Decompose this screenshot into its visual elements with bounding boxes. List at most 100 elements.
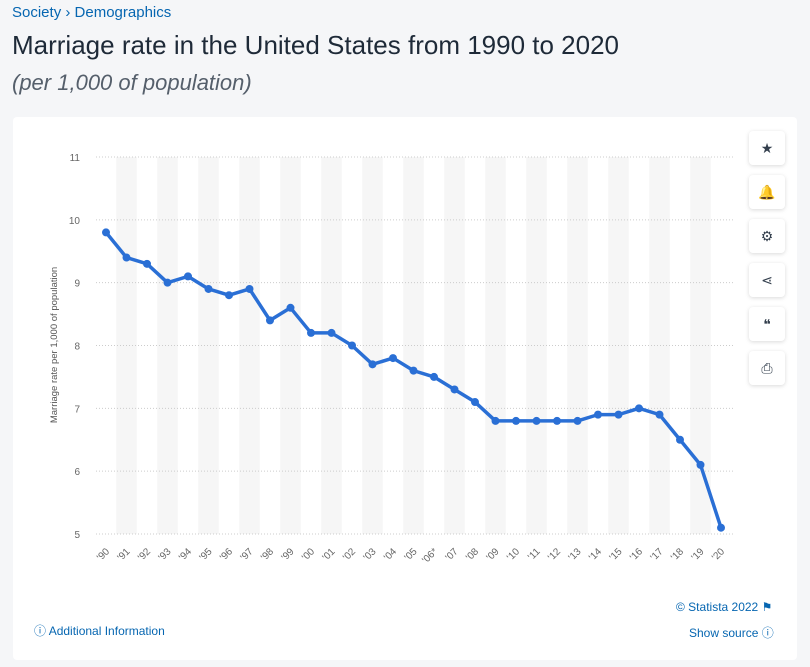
x-tick-label: '16: [628, 546, 645, 563]
data-point[interactable]: [225, 291, 233, 300]
x-tick-label: '97: [239, 546, 256, 563]
data-point[interactable]: [471, 398, 479, 407]
data-point[interactable]: [655, 410, 664, 419]
bell-button[interactable]: 🔔: [749, 175, 785, 209]
x-tick-label: '94: [177, 546, 194, 563]
data-point[interactable]: [696, 460, 705, 469]
data-point[interactable]: [553, 416, 561, 425]
y-tick-label: 7: [74, 404, 80, 415]
data-point[interactable]: [409, 366, 418, 375]
data-point[interactable]: [286, 303, 295, 312]
band: [444, 157, 465, 534]
x-tick-label: '05: [403, 546, 420, 563]
band: [649, 157, 670, 534]
x-tick-label: '13: [567, 546, 584, 563]
gear-icon: ⚙: [760, 227, 774, 244]
data-point[interactable]: [102, 228, 110, 237]
copyright-text: © Statista 2022: [676, 600, 759, 614]
data-point[interactable]: [163, 278, 172, 287]
breadcrumb: Society › Demographics: [12, 4, 171, 21]
x-tick-label: '11: [526, 546, 543, 563]
data-point[interactable]: [307, 328, 315, 337]
data-point[interactable]: [122, 253, 131, 262]
y-tick-label: 6: [74, 467, 80, 478]
data-point[interactable]: [614, 410, 623, 419]
y-tick-label: 9: [74, 279, 80, 290]
x-tick-label: '19: [690, 546, 707, 563]
data-point[interactable]: [594, 410, 602, 419]
print-button[interactable]: ⎙: [749, 351, 785, 385]
band: [280, 157, 301, 534]
gear-button[interactable]: ⚙: [749, 219, 785, 253]
data-point[interactable]: [143, 259, 151, 268]
x-tick-label: '04: [382, 546, 399, 563]
breadcrumb-separator: ›: [65, 4, 71, 21]
x-tick-label: '08: [464, 546, 481, 563]
x-tick-label: '10: [505, 546, 522, 563]
y-tick-label: 10: [69, 216, 81, 227]
band: [198, 157, 219, 534]
x-tick-label: '91: [116, 546, 133, 563]
data-point[interactable]: [266, 316, 274, 325]
share-button[interactable]: ⋖: [749, 263, 785, 297]
data-point[interactable]: [717, 523, 725, 532]
x-tick-label: '02: [341, 546, 358, 563]
breadcrumb-demographics[interactable]: Demographics: [74, 4, 172, 21]
show-source-text: Show source: [689, 626, 759, 640]
band: [321, 157, 342, 534]
x-tick-label: '01: [321, 546, 338, 563]
y-axis-title: Marriage rate per 1,000 of population: [49, 267, 60, 423]
band: [157, 157, 178, 534]
copyright[interactable]: © Statista 2022 ⚑: [676, 600, 773, 614]
data-point[interactable]: [184, 272, 192, 281]
x-tick-label: '09: [485, 546, 502, 563]
quote-icon: ❝: [763, 315, 771, 332]
show-source-link[interactable]: Show source ⓘ: [689, 624, 774, 641]
x-tick-label: '93: [157, 546, 174, 563]
quote-button[interactable]: ❝: [749, 307, 785, 341]
data-point[interactable]: [450, 385, 459, 394]
info-icon: ⓘ: [34, 624, 47, 638]
band: [526, 157, 547, 534]
x-tick-label: '90: [95, 546, 112, 563]
band: [403, 157, 424, 534]
additional-info-text: Additional Information: [48, 624, 165, 638]
data-point[interactable]: [348, 341, 356, 350]
x-tick-label: '20: [710, 546, 727, 563]
data-point[interactable]: [389, 354, 397, 363]
bell-icon: 🔔: [758, 183, 776, 200]
star-button[interactable]: ★: [749, 131, 785, 165]
star-icon: ★: [760, 139, 774, 156]
data-point[interactable]: [245, 284, 254, 293]
x-tick-label: '17: [649, 546, 666, 563]
x-tick-label: '95: [198, 546, 215, 563]
page-subtitle: (per 1,000 of population): [12, 70, 252, 95]
x-tick-label: '92: [136, 546, 153, 563]
x-tick-label: '98: [259, 546, 276, 563]
data-point[interactable]: [204, 284, 213, 293]
x-tick-label: '12: [546, 546, 563, 563]
additional-information-link[interactable]: ⓘ Additional Information: [34, 622, 165, 639]
data-point[interactable]: [491, 416, 500, 425]
data-point[interactable]: [532, 416, 541, 425]
page-title: Marriage rate in the United States from …: [12, 30, 620, 60]
data-point[interactable]: [635, 404, 643, 413]
data-point[interactable]: [573, 416, 582, 425]
band: [567, 157, 588, 534]
x-tick-label: '96: [218, 546, 235, 563]
data-point[interactable]: [676, 435, 684, 444]
data-point[interactable]: [327, 328, 336, 337]
print-icon: ⎙: [761, 359, 773, 376]
data-point[interactable]: [512, 416, 520, 425]
x-tick-label: '99: [280, 546, 297, 563]
y-tick-label: 5: [74, 530, 80, 541]
breadcrumb-society[interactable]: Society: [12, 4, 62, 21]
share-icon: ⋖: [761, 271, 773, 288]
x-tick-label: '07: [444, 546, 461, 563]
data-point[interactable]: [368, 360, 377, 369]
x-tick-label: '18: [669, 546, 686, 563]
data-point[interactable]: [430, 372, 438, 381]
y-tick-label: 11: [70, 153, 81, 164]
x-tick-label: '06*: [420, 546, 440, 566]
